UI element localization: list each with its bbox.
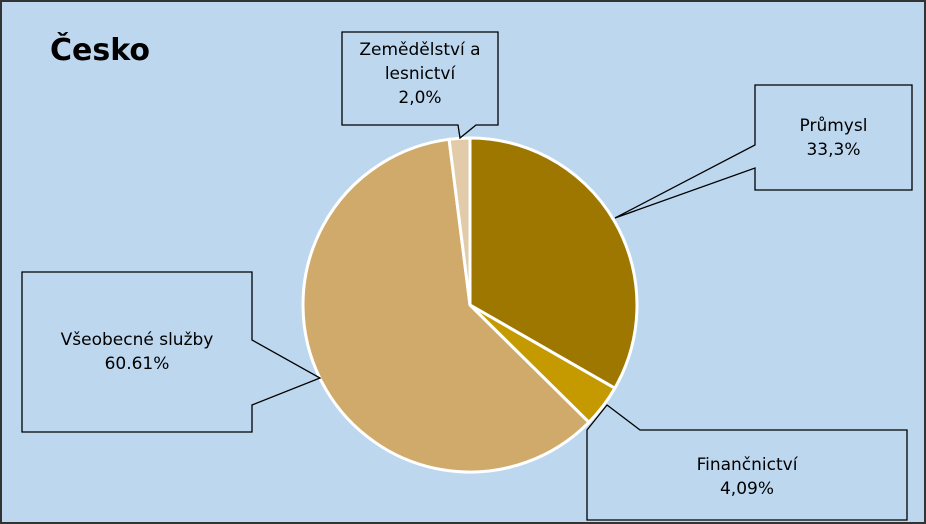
data-label: Zemědělství a lesnictví 2,0% xyxy=(346,38,494,110)
label-value: 60.61% xyxy=(104,354,170,374)
data-label: Všeobecné služby 60.61% xyxy=(22,328,252,376)
callout-box xyxy=(21,271,322,433)
label-value: 4,09% xyxy=(719,479,774,499)
label-value: 2,0% xyxy=(398,88,442,108)
callout-box xyxy=(341,31,499,140)
label-name: Finančnictví xyxy=(696,455,798,475)
label-value: 33,3% xyxy=(806,140,861,160)
pie-slice xyxy=(301,137,592,474)
data-label: Finančnictví 4,09% xyxy=(587,453,907,501)
label-name: Průmysl xyxy=(799,116,868,136)
callout-box xyxy=(614,84,913,219)
callouts xyxy=(21,31,913,521)
callout-box xyxy=(586,404,908,521)
chart-title: Česko xyxy=(50,33,150,68)
pie xyxy=(301,136,639,474)
data-label: Průmysl 33,3% xyxy=(755,114,912,162)
label-name: Zemědělství a lesnictví xyxy=(359,40,481,84)
pie-slice xyxy=(468,136,639,391)
label-name: Všeobecné služby xyxy=(60,330,214,350)
